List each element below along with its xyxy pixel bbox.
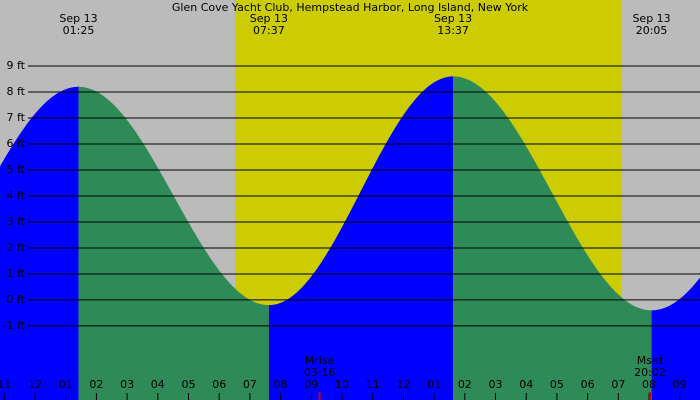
extreme-date: Sep 13 (434, 12, 472, 25)
falling-tide-area (453, 76, 652, 400)
grid-layer (3, 65, 700, 400)
x-tick-label: 03 (120, 378, 134, 391)
x-tick-label: 02 (458, 378, 472, 391)
x-tick-label: 04 (519, 378, 533, 391)
x-tick-label: 12 (396, 378, 410, 391)
x-tick-label: 01 (427, 378, 441, 391)
extreme-date: Sep 13 (250, 12, 288, 25)
moon-event-time: 03:16 (304, 366, 336, 379)
x-tick-label: 06 (212, 378, 226, 391)
y-tick-label: 7 ft (7, 111, 26, 124)
x-tick-label: 05 (550, 378, 564, 391)
y-tick-label: 8 ft (7, 85, 26, 98)
moon-event-time: 20:02 (634, 366, 666, 379)
y-tick-label: 1 ft (7, 267, 26, 280)
x-tick-label: 03 (489, 378, 503, 391)
extreme-time: 07:37 (253, 24, 285, 37)
y-tick-label: 9 ft (7, 59, 26, 72)
rising-tide-area (0, 86, 79, 400)
x-tick-label: 08 (274, 378, 288, 391)
y-tick-label: 6 ft (7, 137, 26, 150)
chart-title: Glen Cove Yacht Club, Hempstead Harbor, … (172, 1, 529, 14)
y-tick-label: 4 ft (7, 189, 26, 202)
x-tick-label: 04 (151, 378, 165, 391)
rising-tide-area (268, 76, 454, 400)
x-tick-label: 02 (89, 378, 103, 391)
extreme-time: 20:05 (636, 24, 668, 37)
falling-tide-area (78, 86, 269, 400)
y-tick-label: 3 ft (7, 215, 26, 228)
extreme-date: Sep 13 (632, 12, 670, 25)
x-tick-label: 11 (0, 378, 11, 391)
x-tick-label: 10 (335, 378, 349, 391)
x-tick-label: 06 (581, 378, 595, 391)
x-tick-label: 09 (304, 378, 318, 391)
x-tick-label: 09 (673, 378, 687, 391)
label-layer: 9 ft 8 ft 7 ft 6 ft 5 ft 4 ft 3 ft 2 ft 1 ft 0 ft… (0, 12, 687, 400)
x-tick-label: 01 (59, 378, 73, 391)
x-tick-label: 07 (243, 378, 257, 391)
moon-event-label: Mrise (305, 354, 335, 367)
y-tick-label: 5 ft (7, 163, 26, 176)
x-tick-label: 08 (642, 378, 656, 391)
rising-tide-area (651, 277, 700, 400)
x-tick-label: 12 (28, 378, 42, 391)
y-tick-label: -1 ft (3, 319, 26, 332)
moon-event-label: Mset (637, 354, 664, 367)
tide-areas (0, 76, 700, 400)
y-tick-label: 2 ft (7, 241, 26, 254)
x-tick-label: 05 (182, 378, 196, 391)
extreme-date: Sep 13 (59, 12, 97, 25)
x-tick-label: 07 (611, 378, 625, 391)
y-tick-label: 0 ft (7, 293, 26, 306)
extreme-time: 01:25 (63, 24, 95, 37)
x-tick-label: 11 (366, 378, 380, 391)
extreme-time: 13:37 (437, 24, 469, 37)
